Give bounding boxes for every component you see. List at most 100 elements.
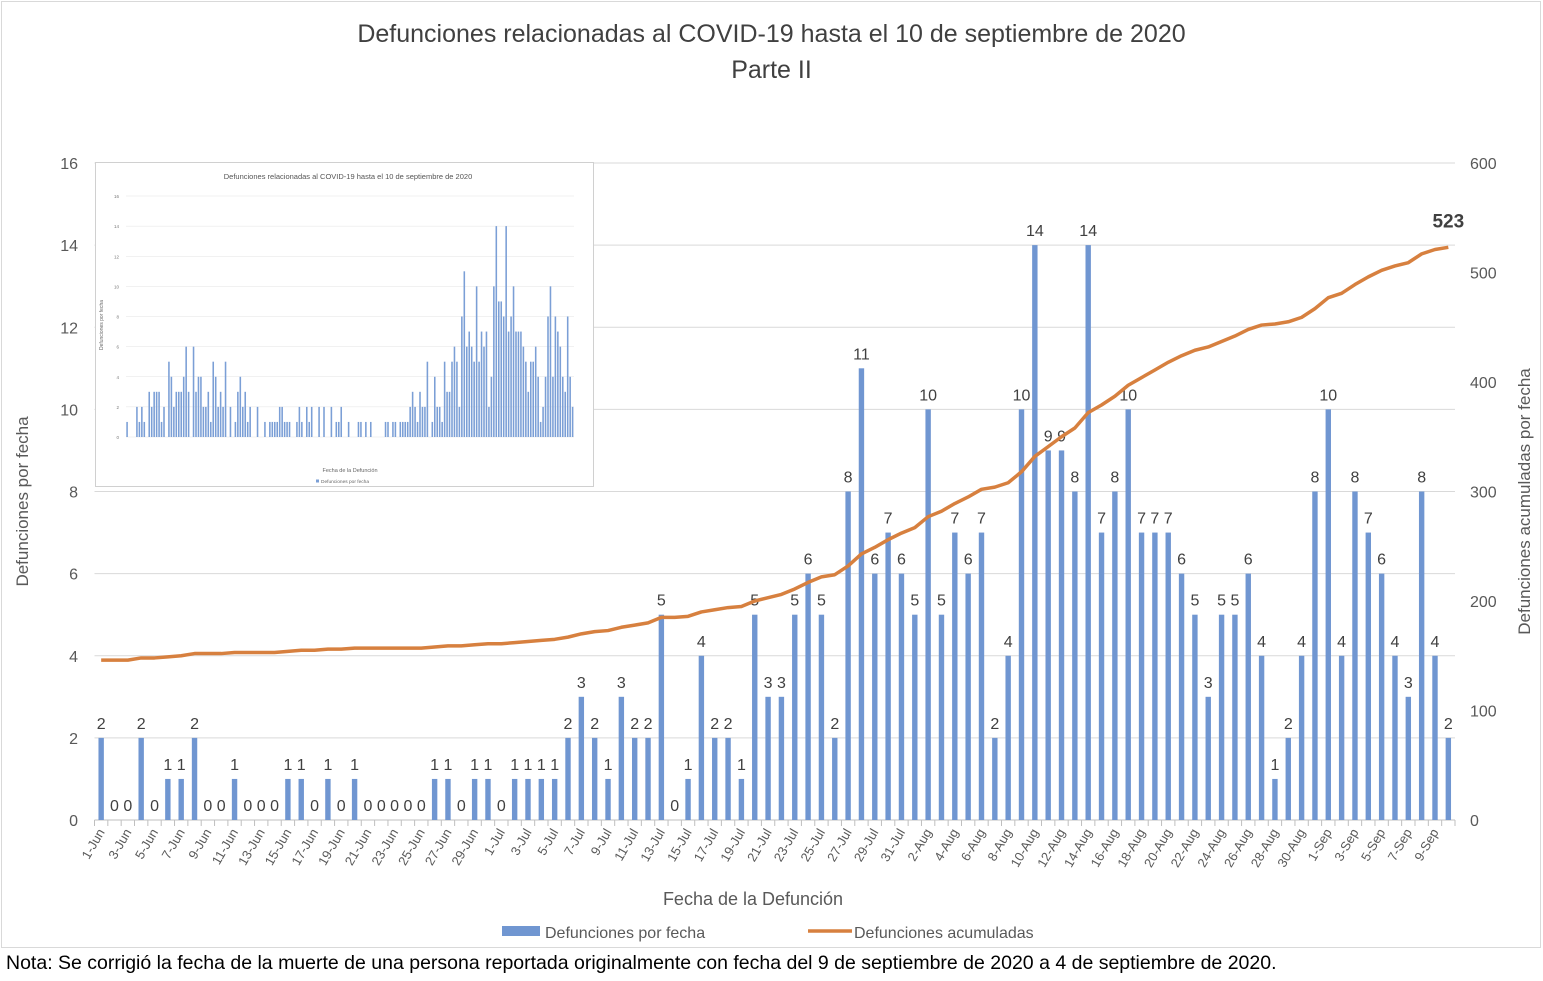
inset-bar <box>453 346 456 437</box>
inset-bar <box>141 406 143 437</box>
x-tick-label: 19-Jul <box>717 826 748 864</box>
x-tick-label: 17-Jul <box>691 826 722 864</box>
bar-data-label: 6 <box>804 552 813 569</box>
inset-bar <box>532 361 535 437</box>
inset-bar <box>283 421 286 437</box>
bar-data-label: 1 <box>510 757 519 774</box>
inset-bar <box>419 391 421 437</box>
bar-data-label: 7 <box>1137 511 1146 528</box>
inset-bar <box>463 271 466 437</box>
bar-data-label: 1 <box>430 757 439 774</box>
inset-bar <box>158 391 160 437</box>
bar-data-label: 1 <box>604 757 613 774</box>
bar <box>832 737 838 820</box>
bar <box>1218 614 1225 820</box>
bar <box>1138 532 1145 820</box>
cumulative-line <box>101 245 1449 662</box>
bar-data-label: 2 <box>564 716 573 733</box>
bar <box>1405 696 1412 820</box>
inset-bar <box>308 421 311 437</box>
inset-bar <box>323 406 325 437</box>
bar <box>551 778 558 820</box>
bar <box>618 696 625 820</box>
inset-bar <box>360 421 362 437</box>
bar-data-label: 9 <box>1044 428 1053 445</box>
bar-data-label: 7 <box>950 511 959 528</box>
x-tick-label: 23-Jul <box>771 826 802 864</box>
bar <box>285 778 291 820</box>
bar <box>1378 573 1385 820</box>
bar <box>1432 655 1438 820</box>
inset-bar <box>237 391 239 437</box>
y-tick-label: 2 <box>69 731 78 748</box>
inset-y-tick-label: 8 <box>116 315 119 320</box>
inset-bar <box>478 361 480 437</box>
bar-data-label: 1 <box>524 757 533 774</box>
inset-bar <box>182 376 185 437</box>
bar <box>1272 778 1278 820</box>
bar <box>471 778 478 820</box>
inset-bar <box>436 406 439 437</box>
bar <box>1232 614 1238 820</box>
bar-data-label: 6 <box>897 552 906 569</box>
bar <box>138 737 144 820</box>
bar-data-label: 2 <box>644 716 653 733</box>
bar <box>1005 655 1011 820</box>
bar-data-label: 6 <box>964 552 973 569</box>
inset-bar <box>409 406 411 437</box>
inset-bar <box>192 346 195 437</box>
bar-data-label: 1 <box>230 757 239 774</box>
bar-data-label: 5 <box>790 593 799 610</box>
inset-bar <box>195 391 197 437</box>
inset-y-tick-label: 10 <box>114 284 120 289</box>
bar-data-label: 1 <box>1270 757 1279 774</box>
inset-bar <box>421 406 424 437</box>
bar-data-label: 0 <box>457 798 466 815</box>
x-tick-label: 11-Jul <box>611 826 641 863</box>
bar <box>685 778 691 820</box>
inset-bar <box>441 421 443 437</box>
inset-bar <box>561 376 564 437</box>
bar <box>645 737 651 820</box>
inset-bar <box>126 421 128 437</box>
bar <box>1192 614 1198 820</box>
inset-bar <box>483 346 485 437</box>
bar-data-label: 7 <box>1097 511 1106 528</box>
chart-title: Defunciones relacionadas al COVID-19 has… <box>357 20 1186 48</box>
y-tick-label: 14 <box>60 238 78 255</box>
bar-data-label: 3 <box>617 675 626 692</box>
inset-bar <box>365 421 367 437</box>
bar <box>231 778 238 820</box>
bar-data-label: 1 <box>444 757 453 774</box>
bar-data-label: 2 <box>630 716 639 733</box>
bar <box>1098 532 1105 820</box>
bar-data-label: 1 <box>550 757 559 774</box>
x-tick-label: 15-Jul <box>664 826 695 864</box>
inset-bar <box>202 406 205 437</box>
inset-bar <box>155 391 158 437</box>
bar-data-label: 7 <box>1150 511 1159 528</box>
inset-bar <box>493 286 495 437</box>
bar <box>351 778 358 820</box>
bar <box>925 409 931 820</box>
bar-data-label: 2 <box>830 716 839 733</box>
bar <box>1165 532 1171 820</box>
x-tick-label: 31-Jul <box>877 826 908 864</box>
bar <box>1418 491 1425 820</box>
bar <box>525 778 531 820</box>
inset-bar <box>214 376 217 437</box>
bar <box>898 573 905 820</box>
bar <box>1125 409 1131 820</box>
bar <box>738 778 745 820</box>
bar-data-label: 1 <box>484 757 493 774</box>
inset-bar <box>515 331 517 437</box>
bar-data-label: 0 <box>257 798 266 815</box>
y2-tick-label: 100 <box>1470 704 1497 721</box>
bar-data-label: 4 <box>1257 634 1266 651</box>
bar-data-label: 3 <box>777 675 786 692</box>
inset-bar <box>224 361 227 437</box>
bar <box>1152 532 1158 820</box>
bar-data-label: 5 <box>1190 593 1199 610</box>
bar-data-label: 2 <box>97 716 106 733</box>
y-tick-label: 4 <box>69 649 78 666</box>
